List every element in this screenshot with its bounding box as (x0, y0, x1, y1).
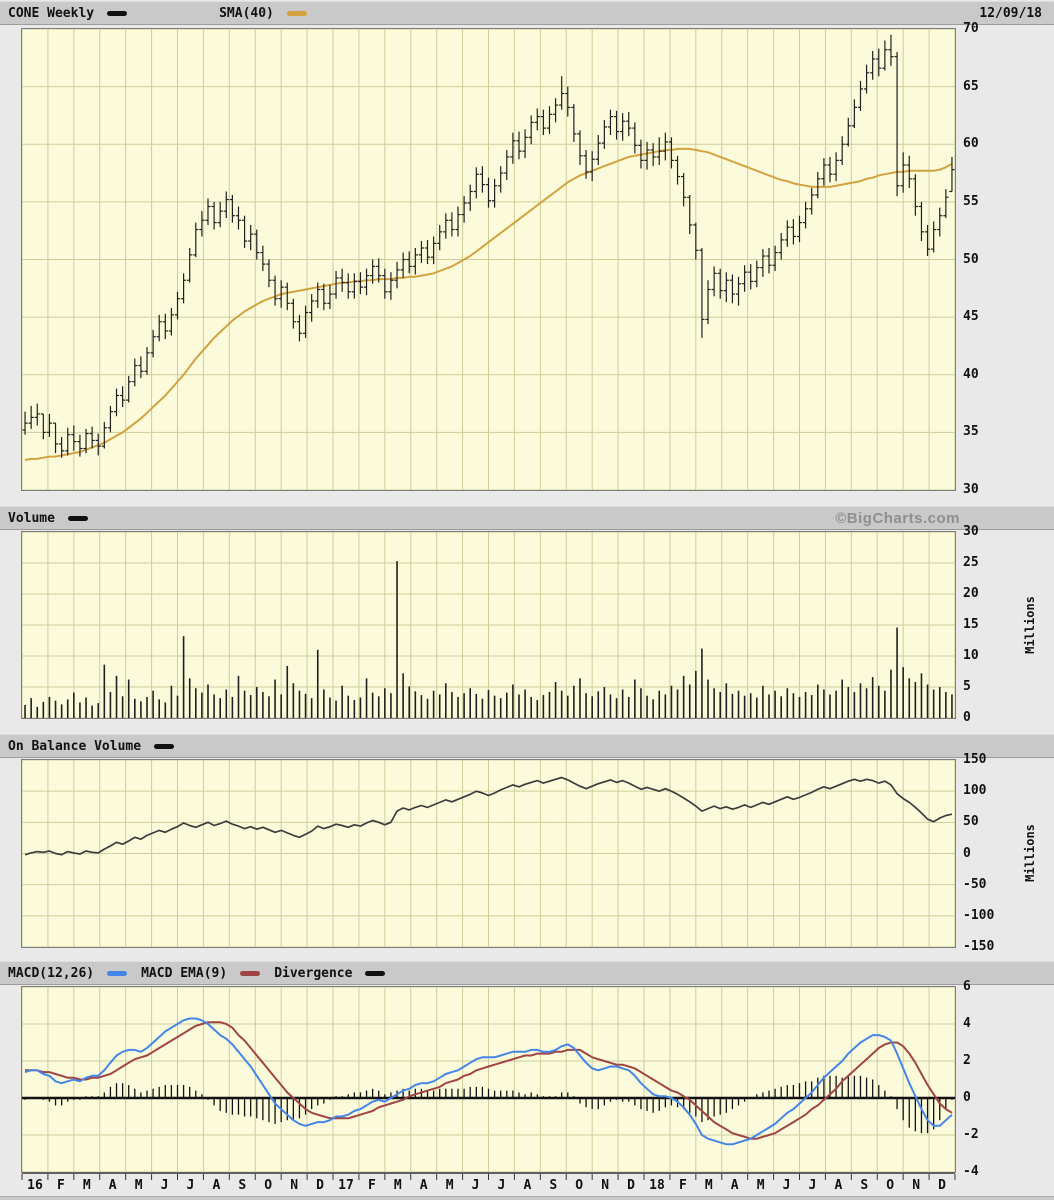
y-axis-label: -100 (963, 907, 995, 923)
y-axis-label: 2 (963, 1053, 971, 1068)
x-axis-label: J (497, 1178, 506, 1193)
x-axis-label: A (419, 1178, 428, 1193)
y-axis-label: 0 (963, 845, 971, 861)
x-axis-label: M (756, 1178, 765, 1193)
price-legend-bar: CONE Weekly SMA(40) 12/09/18 (0, 1, 1054, 25)
x-axis-label: M (445, 1178, 454, 1193)
y-axis-label: -50 (963, 876, 987, 892)
x-axis-label: S (549, 1178, 558, 1193)
x-axis-label: N (601, 1178, 610, 1193)
x-axis-label: J (782, 1178, 791, 1193)
symbol-legend-label: CONE Weekly (8, 5, 95, 21)
x-axis-label: A (730, 1178, 739, 1193)
y-axis-label: -150 (963, 939, 995, 954)
chart-date: 12/09/18 (979, 6, 1042, 21)
y-axis-label: 50 (963, 251, 979, 267)
price-chart (22, 29, 955, 490)
y-axis-label: 30 (963, 524, 979, 539)
volume-legend-dash-icon (67, 515, 88, 521)
x-axis-label: 16 (27, 1178, 43, 1193)
obv-legend-dash-icon (154, 743, 175, 749)
y-axis-label: 55 (963, 193, 979, 209)
x-axis-label: O (264, 1178, 273, 1193)
y-axis-label: 20 (963, 586, 979, 601)
macd-legend-label: MACD(12,26) (8, 965, 95, 981)
x-axis-label: F (678, 1178, 687, 1193)
y-axis-label: 50 (963, 814, 979, 830)
volume-legend-label: Volume (8, 510, 55, 526)
y-axis-label: 10 (963, 648, 979, 663)
y-axis-label: 4 (963, 1016, 971, 1031)
volume-legend-bar: Volume ©BigCharts.com (0, 506, 1054, 530)
y-axis-label: 25 (963, 555, 979, 570)
y-axis-label: 30 (963, 482, 979, 497)
macd-legend-bar: MACD(12,26) MACD EMA(9) Divergence (0, 961, 1054, 985)
y-axis-label: 100 (963, 783, 987, 799)
y-axis-label: 0 (963, 1090, 971, 1105)
x-axis-label: M (704, 1178, 713, 1193)
obv-unit-label: Millions (1023, 824, 1037, 882)
x-axis-label: A (212, 1178, 221, 1193)
y-axis-label: 65 (963, 78, 979, 94)
x-axis-label: S (860, 1178, 869, 1193)
volume-chart (22, 532, 955, 718)
divergence-legend-label: Divergence (274, 965, 353, 981)
x-axis-label: 17 (338, 1178, 354, 1193)
y-axis-label: 60 (963, 136, 979, 152)
y-axis-label: 6 (963, 979, 971, 994)
x-axis-label: N (290, 1178, 299, 1193)
obv-chart (22, 760, 955, 947)
x-axis-label: 18 (649, 1178, 665, 1193)
obv-legend-bar: On Balance Volume (0, 734, 1054, 758)
x-axis-label: F (367, 1178, 376, 1193)
x-axis-label: S (238, 1178, 247, 1193)
x-axis-label: O (886, 1178, 895, 1193)
x-axis-label: A (108, 1178, 117, 1193)
y-axis-label: -2 (963, 1127, 979, 1142)
x-axis-label: J (808, 1178, 817, 1193)
x-axis-label: A (523, 1178, 532, 1193)
obv-legend-label: On Balance Volume (8, 738, 142, 754)
y-axis-label: 40 (963, 366, 979, 382)
x-axis-label: O (575, 1178, 584, 1193)
macd-legend-dash-icon (107, 970, 128, 976)
price-legend-dash-icon (107, 10, 128, 16)
x-axis-label: J (160, 1178, 169, 1193)
y-axis-label: 35 (963, 424, 979, 440)
volume-unit-label: Millions (1023, 596, 1037, 654)
macd-ema-legend-dash-icon (240, 970, 261, 976)
bottom-divider (0, 1196, 1054, 1200)
y-axis-label: 5 (963, 679, 971, 694)
y-axis-label: 15 (963, 617, 979, 632)
x-axis-label: M (82, 1178, 91, 1193)
x-axis-label: N (912, 1178, 921, 1193)
y-axis-label: 70 (963, 21, 979, 36)
macd-ema-legend-label: MACD EMA(9) (141, 965, 228, 981)
y-axis-label: 0 (963, 710, 971, 725)
macd-chart (22, 987, 955, 1172)
sma-legend-label: SMA(40) (219, 5, 274, 21)
x-axis-label: D (316, 1178, 324, 1193)
y-axis-label: -4 (963, 1164, 979, 1179)
x-axis-label: J (186, 1178, 195, 1193)
x-axis-label: M (393, 1178, 402, 1193)
x-axis-label: J (471, 1178, 480, 1193)
x-axis-label: A (834, 1178, 843, 1193)
bigcharts-watermark: ©BigCharts.com (835, 510, 960, 527)
x-axis-tick-strip (21, 1172, 956, 1180)
x-axis-label: D (938, 1178, 946, 1193)
divergence-legend-dash-icon (365, 970, 386, 976)
x-axis-label: M (134, 1178, 143, 1193)
y-axis-label: 45 (963, 309, 979, 325)
x-axis-label: F (56, 1178, 65, 1193)
x-axis-label: D (627, 1178, 635, 1193)
sma-legend-dash-icon (286, 10, 307, 16)
y-axis-label: 150 (963, 752, 987, 767)
